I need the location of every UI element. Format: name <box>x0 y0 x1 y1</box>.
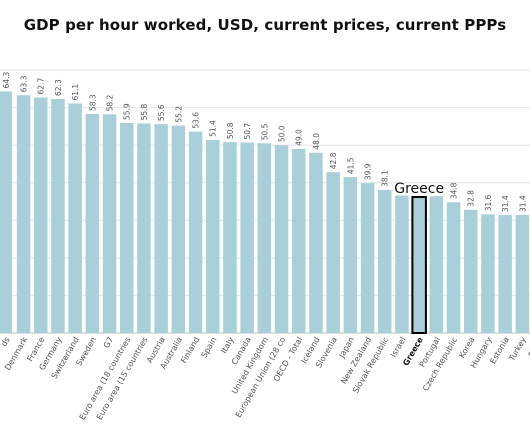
bar <box>137 123 151 334</box>
bar-value-label: 55.8 <box>140 103 149 120</box>
bar <box>326 172 340 333</box>
bar-value-label: 55.2 <box>174 106 183 123</box>
bar <box>51 98 65 333</box>
bar-value-label: 32.8 <box>467 190 476 207</box>
bar <box>120 123 134 334</box>
bar <box>188 131 203 333</box>
bar <box>240 142 254 333</box>
bar <box>102 114 117 333</box>
bar <box>257 143 272 333</box>
category-label: ds <box>0 336 12 349</box>
bar <box>446 202 461 333</box>
bar <box>85 114 100 333</box>
bar-value-label: 50.8 <box>226 122 235 139</box>
bar <box>154 124 168 334</box>
bar-value-label: 31.6 <box>484 194 493 211</box>
bar-value-label: 63.3 <box>20 75 29 92</box>
category-label: G7 <box>102 336 115 350</box>
bar <box>378 189 392 333</box>
bars <box>0 91 530 334</box>
bar-value-label: 50.5 <box>260 123 269 140</box>
bar <box>292 148 306 333</box>
bar <box>309 152 323 333</box>
value-labels: 64.3 63.3 62.7 62.3 61.1 58.3 58.2 55.9 55.8 55.6… <box>2 72 527 213</box>
chart-title: GDP per hour worked, USD, current prices… <box>23 16 507 34</box>
bar <box>429 196 444 333</box>
bar-value-label: 61.1 <box>71 84 80 101</box>
bar-value-label: 42.8 <box>329 152 338 169</box>
bar <box>0 91 12 333</box>
bar <box>464 209 478 333</box>
bar <box>498 215 512 333</box>
bar-value-label: 41.5 <box>346 157 355 174</box>
bar-value-label: 34.8 <box>450 182 459 199</box>
bar-value-label: 64.3 <box>2 72 11 89</box>
bar-highlighted <box>411 196 427 334</box>
bar-value-label: 38.1 <box>381 170 390 187</box>
bar-value-label: 48.0 <box>312 133 321 150</box>
bar-value-label: 53.6 <box>192 112 201 129</box>
bar <box>171 125 186 334</box>
category-label: Italy <box>219 335 236 355</box>
bar <box>34 97 48 333</box>
bar-value-label: 55.6 <box>157 104 166 121</box>
bar-value-label: 31.4 <box>501 195 510 212</box>
bar <box>16 95 31 333</box>
bar <box>343 177 358 333</box>
bar-value-label: 50.7 <box>243 123 252 140</box>
bar-value-label: 49.0 <box>295 129 304 146</box>
bar-value-label: 58.2 <box>106 94 115 111</box>
bar-value-label: 55.9 <box>123 103 132 120</box>
bar-value-label: 50.0 <box>278 125 287 142</box>
bar <box>360 183 375 333</box>
annotation: Greece <box>394 181 444 197</box>
bar <box>481 214 495 333</box>
bar-value-label: 62.3 <box>54 79 63 96</box>
category-label: Spain <box>200 336 219 360</box>
bar <box>395 195 409 333</box>
bar-value-label: 31.4 <box>518 195 527 212</box>
bar <box>274 145 289 333</box>
bar-value-label: 51.4 <box>209 120 218 137</box>
bar-value-label: 39.9 <box>364 163 373 180</box>
bar-value-label: 62.7 <box>37 78 46 95</box>
bar <box>515 215 530 333</box>
bar <box>223 142 237 333</box>
bar <box>68 103 82 333</box>
highlight-annotation: Greece <box>394 181 444 197</box>
bar-value-label: 58.3 <box>88 94 97 111</box>
bar <box>206 139 220 333</box>
